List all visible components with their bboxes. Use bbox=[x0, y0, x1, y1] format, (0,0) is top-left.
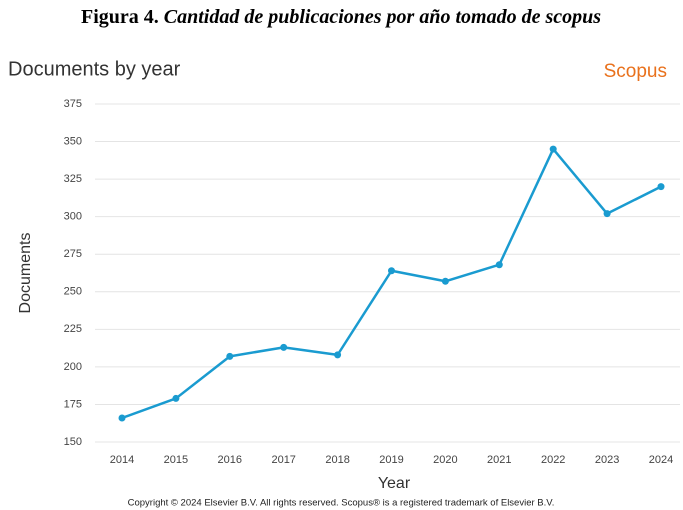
x-tick-label: 2021 bbox=[487, 454, 511, 466]
x-tick-label: 2022 bbox=[541, 454, 565, 466]
point bbox=[549, 145, 557, 153]
y-tick-label: 200 bbox=[64, 361, 82, 373]
y-tick-label: 375 bbox=[64, 98, 82, 110]
point bbox=[495, 261, 503, 269]
chart-title: Documents by year bbox=[8, 58, 181, 80]
line bbox=[121, 147, 662, 420]
caption: Cantidad de publicaciones por año tomado… bbox=[164, 6, 601, 28]
figure-label: Figura 4. bbox=[81, 6, 159, 28]
x-tick-label: 2016 bbox=[218, 454, 242, 466]
x-tick-label: 2019 bbox=[379, 454, 403, 466]
brand: Scopus bbox=[604, 61, 667, 82]
y-tick-label: 250 bbox=[64, 286, 82, 298]
x-tick-label: 2015 bbox=[164, 454, 188, 466]
y-tick-label: 225 bbox=[64, 323, 82, 335]
x-tick-label: 2017 bbox=[271, 454, 295, 466]
x-tick-label: 2014 bbox=[110, 454, 134, 466]
figure-caption: Figura 4. Cantidad de publicaciones por … bbox=[81, 6, 601, 28]
y-tick-label: 350 bbox=[64, 135, 82, 147]
point bbox=[657, 183, 665, 191]
x-axis-label: Year bbox=[378, 475, 411, 492]
x-tick-label: 2023 bbox=[595, 454, 619, 466]
y-tick-label: 275 bbox=[64, 248, 82, 260]
x-tick-label: 2020 bbox=[433, 454, 457, 466]
y-tick-label: 175 bbox=[64, 398, 82, 410]
point bbox=[603, 210, 611, 218]
point bbox=[280, 343, 288, 351]
y-tick-label: 150 bbox=[64, 436, 82, 448]
point bbox=[441, 277, 449, 285]
point bbox=[172, 394, 180, 402]
y-axis-label: Documents bbox=[17, 233, 34, 314]
point bbox=[118, 414, 126, 422]
point bbox=[334, 351, 342, 359]
point bbox=[388, 267, 395, 275]
x-tick-label: 2024 bbox=[649, 454, 673, 466]
x-tick-label: 2018 bbox=[325, 454, 349, 466]
point bbox=[226, 352, 234, 360]
y-tick-label: 325 bbox=[64, 173, 82, 185]
footer: Copyright © 2024 Elsevier B.V. All right… bbox=[128, 498, 555, 509]
y-tick-label: 300 bbox=[64, 211, 82, 223]
